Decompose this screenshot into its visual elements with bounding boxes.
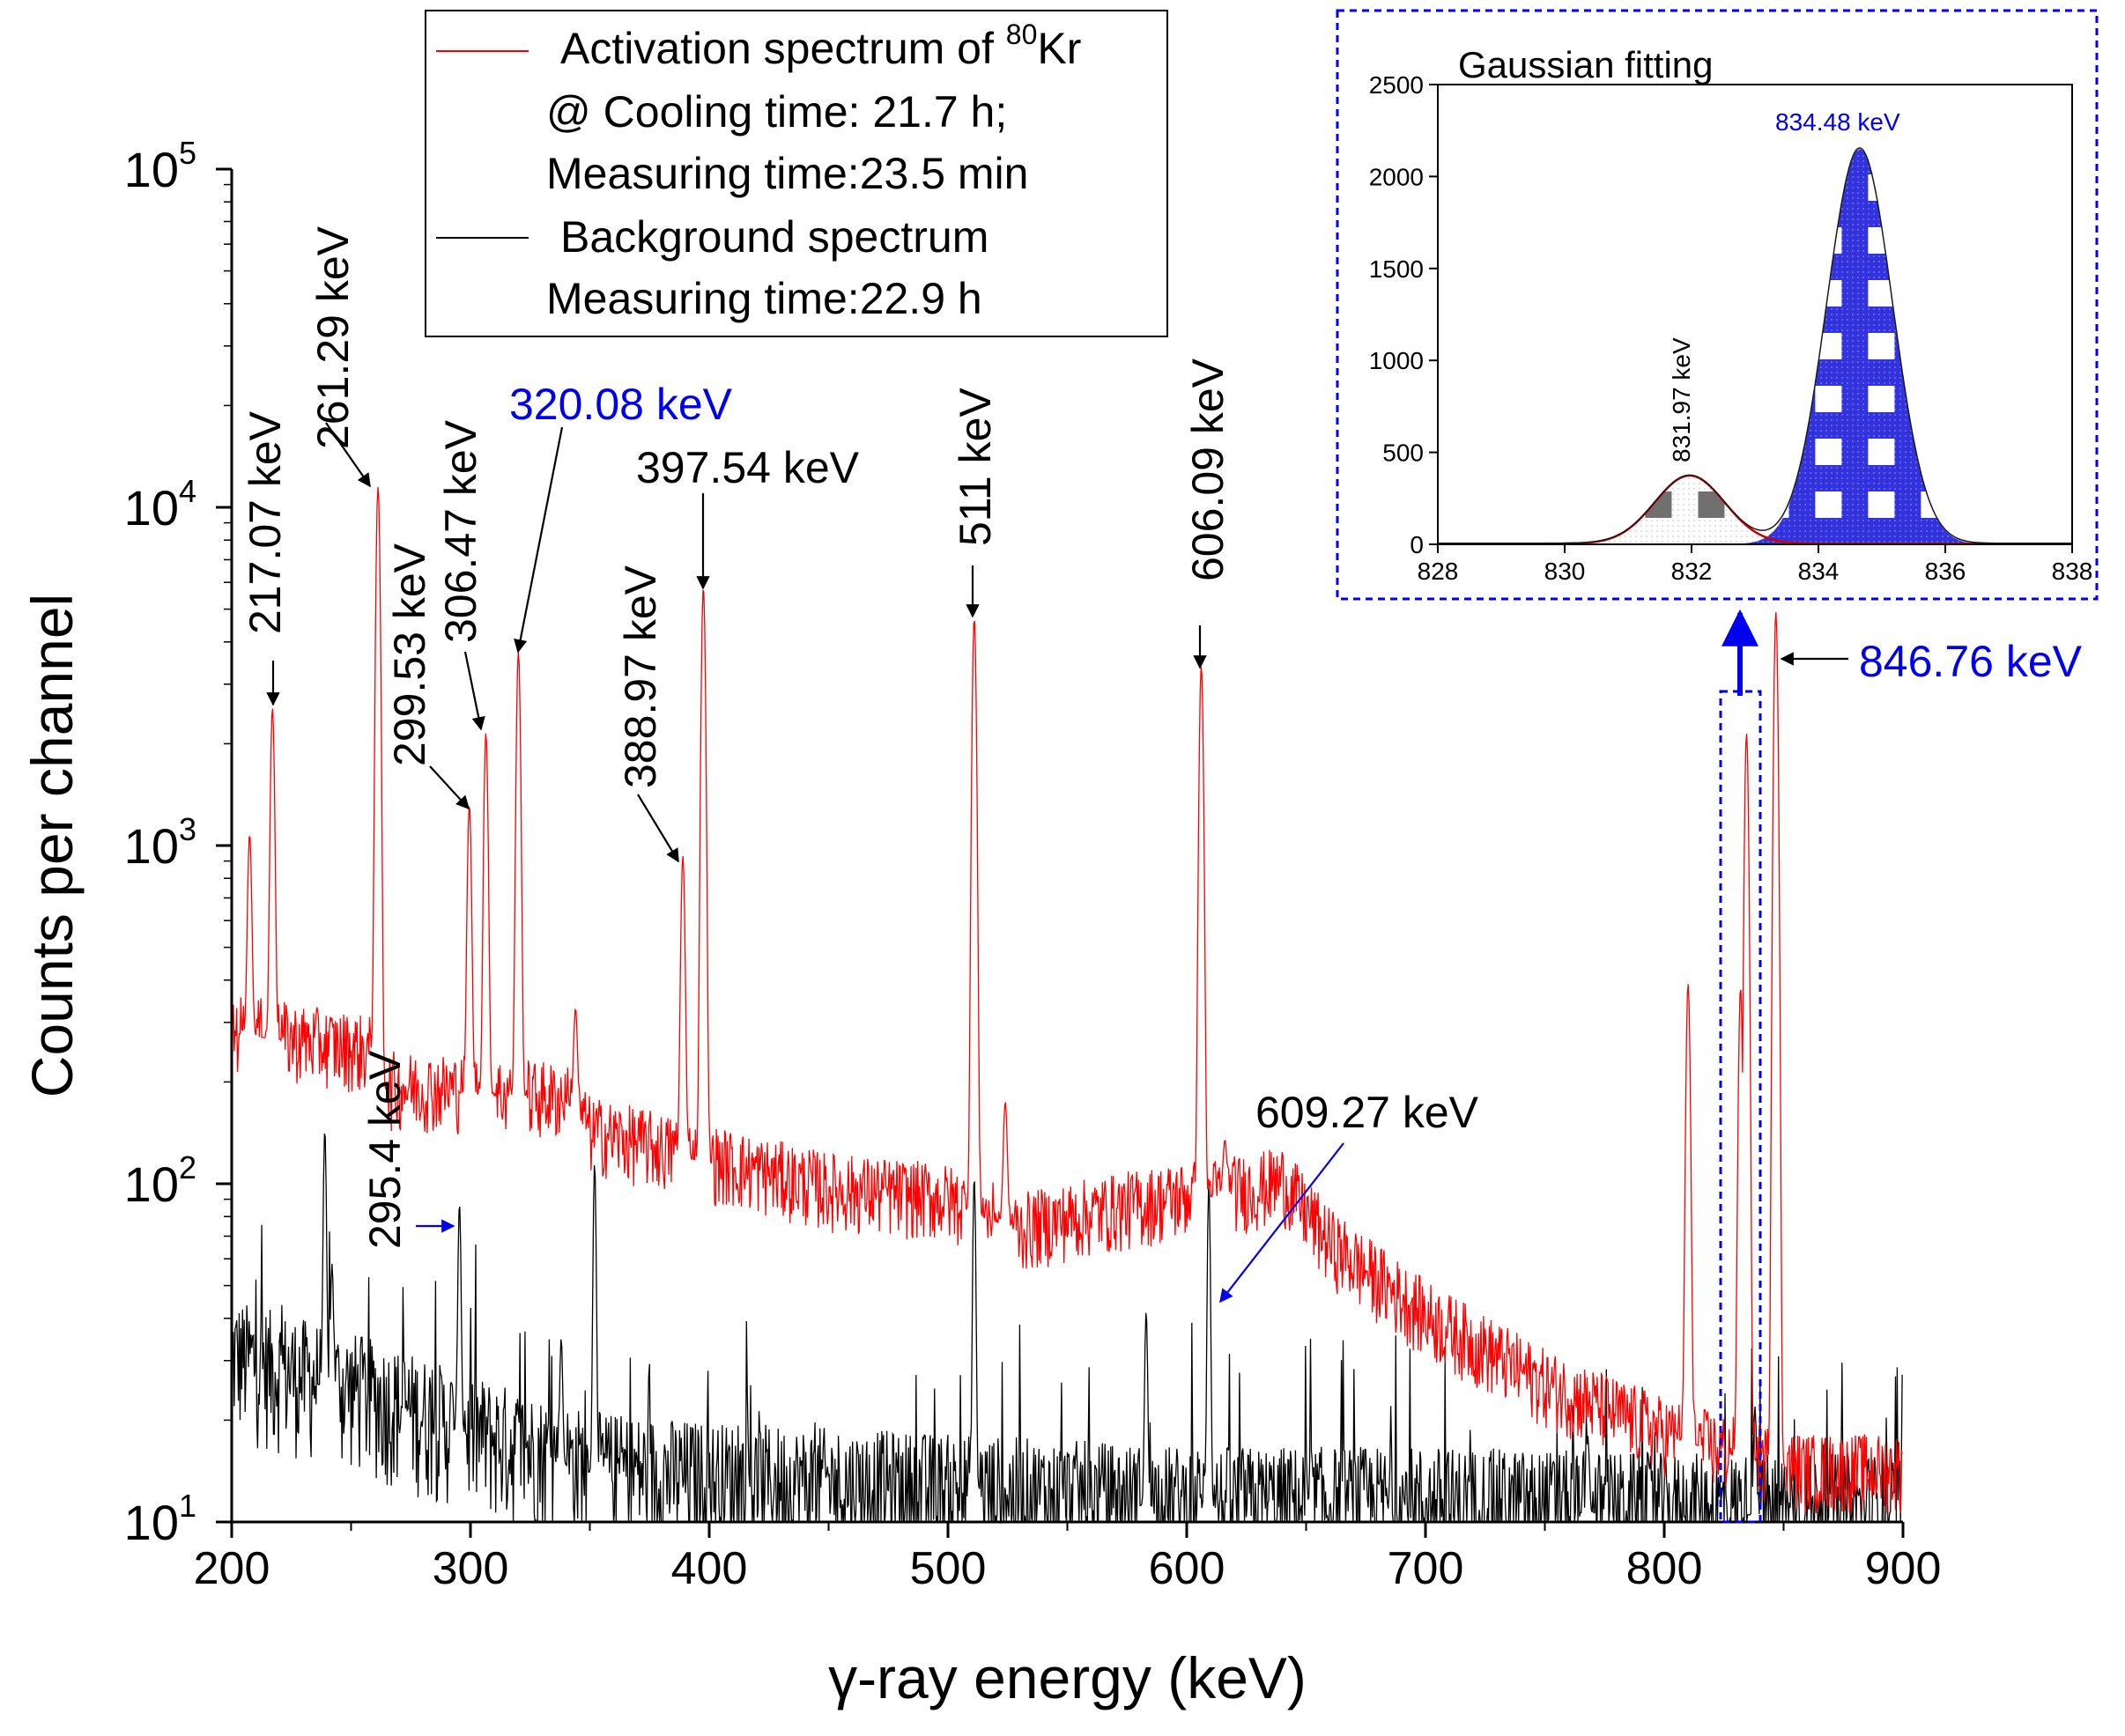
peak-annotation-label: 261.29 keV: [308, 225, 358, 449]
peak-annotation-arrow: [514, 426, 564, 654]
inset-frame: [1437, 84, 2073, 545]
peak-annotation-label: 299.53 keV: [385, 543, 434, 766]
legend-text-tail: Kr: [1037, 24, 1081, 73]
inset-x-tick-label: 830: [1544, 558, 1586, 585]
activation-spectrum-line: [231, 486, 1903, 1514]
peak-annotation-label: 388.97 keV: [616, 565, 665, 788]
y-tick-exponent: 4: [179, 473, 196, 509]
x-tick-label: 200: [194, 1543, 270, 1594]
peak-annotation-label: 295.4 keV: [360, 1050, 410, 1249]
inset-pattern-cell: [1868, 491, 1895, 518]
inset-pattern-cell: [1868, 439, 1895, 465]
x-tick-label: 700: [1388, 1543, 1464, 1594]
peak-annotation-label: 320.08 keV: [509, 380, 733, 429]
y-axis-label: Counts per channel: [19, 594, 85, 1097]
peak-annotation-arrow: [637, 794, 679, 863]
y-tick-exponent: 3: [179, 811, 196, 847]
peak-annotation-label: 846.76 keV: [1859, 637, 2083, 686]
peak-annotation-arrow: [325, 422, 371, 488]
y-tick-exponent: 1: [179, 1488, 196, 1524]
inset-peak-fill: [1486, 476, 1893, 544]
inset-pattern-cell: [1815, 491, 1842, 518]
inset-x-tick-label: 828: [1418, 558, 1459, 585]
x-tick-label: 300: [433, 1543, 509, 1594]
legend-entry-text: Measuring time:23.5 min: [546, 149, 1028, 198]
inset-y-tick-label: 1500: [1369, 255, 1424, 283]
x-tick-label: 500: [910, 1543, 987, 1594]
inset-y-tick-label: 0: [1410, 531, 1424, 558]
legend-entry-text: Activation spectrum of 80Kr: [560, 18, 1081, 73]
inset-x-tick-label: 838: [2052, 558, 2093, 585]
x-tick-label: 400: [671, 1543, 748, 1594]
inset-x-tick-label: 836: [1925, 558, 1966, 585]
y-tick-exponent: 2: [179, 1149, 196, 1186]
x-tick-label: 800: [1626, 1543, 1703, 1594]
legend-box: [425, 10, 1168, 337]
background-spectrum-line: [231, 1133, 1903, 1525]
peak-annotation-arrow: [463, 651, 485, 731]
inset-y-tick-label: 500: [1382, 440, 1424, 467]
peak-annotation-label: 217.07 keV: [241, 410, 290, 634]
x-tick-label: 600: [1149, 1543, 1225, 1594]
inset-peak-label: 831.97 keV: [1668, 337, 1695, 462]
inset-x-tick-label: 834: [1798, 558, 1840, 585]
inset-y-tick-label: 2000: [1369, 163, 1424, 190]
x-axis-label: γ-ray energy (keV): [828, 1645, 1307, 1710]
inset-y-tick-label: 1000: [1369, 347, 1424, 374]
y-tick-exponent: 5: [179, 135, 196, 171]
x-tick-label: 900: [1865, 1543, 1942, 1594]
inset-fit-line: [1438, 147, 2072, 544]
peak-annotation-arrow: [1219, 1142, 1344, 1304]
peak-annotation-label: 606.09 keV: [1183, 358, 1233, 581]
inset-y-tick-label: 2500: [1369, 71, 1424, 99]
legend-entry-text: Measuring time:22.9 h: [546, 274, 982, 323]
inset-title: Gaussian fitting: [1458, 44, 1714, 85]
inset-peak-fill: [1656, 149, 2063, 544]
peak-annotation-label: 306.47 keV: [436, 419, 485, 643]
inset-pattern-cell: [1815, 386, 1842, 412]
inset-x-tick-label: 832: [1671, 558, 1713, 585]
y-tick-label: 104: [124, 473, 196, 536]
peak-annotation-arrow: [429, 765, 470, 810]
legend-entry-text: Background spectrum: [560, 212, 988, 262]
y-tick-label: 103: [124, 811, 196, 874]
zoom-region-box: [1719, 690, 1762, 1524]
peak-annotation-label: 609.27 keV: [1255, 1088, 1479, 1137]
inset-pattern-cell: [1815, 439, 1842, 465]
inset-pattern-cell: [1868, 333, 1895, 359]
inset-plot: Gaussian fitting 828 830 832 834 836 838 0 500 10…: [1336, 9, 2099, 601]
main-plot: 200 300 400 500 600 700 800 900101102103104105γ…: [19, 10, 2083, 1710]
peak-annotation-label: 397.54 keV: [636, 443, 860, 492]
y-tick-label: 101: [124, 1488, 196, 1550]
legend-superscript: 80: [1006, 18, 1038, 50]
y-tick-label: 102: [124, 1149, 196, 1212]
legend-entry-text: @ Cooling time: 21.7 h;: [546, 87, 1007, 137]
peak-annotation-label: 511 keV: [951, 388, 1000, 546]
y-tick-label: 105: [124, 135, 196, 197]
inset-pattern-cell: [1868, 386, 1895, 412]
inset-peak-label: 834.48 keV: [1775, 108, 1900, 136]
